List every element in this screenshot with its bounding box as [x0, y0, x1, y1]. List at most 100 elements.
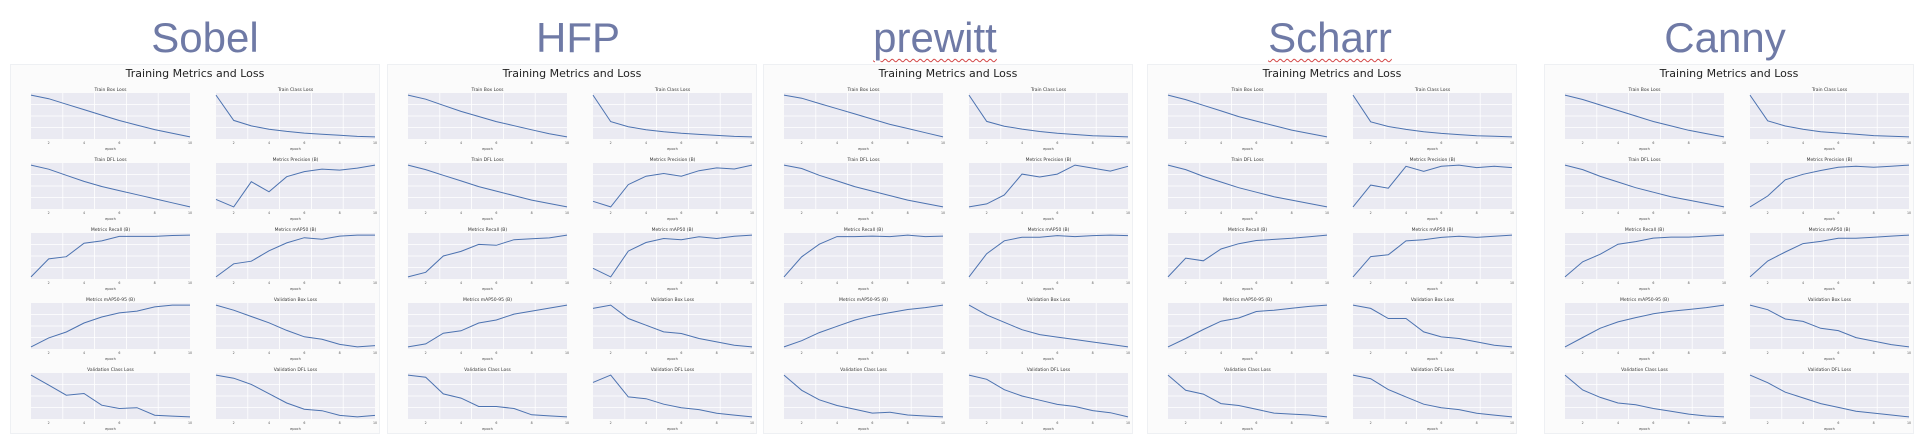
x-tick-label: 2 [1185, 141, 1187, 145]
x-tick-label: 8 [531, 211, 533, 215]
x-tick-label: 6 [1837, 421, 1839, 425]
x-tick-label: 8 [1688, 421, 1690, 425]
x-tick-label: 4 [1405, 141, 1407, 145]
x-tick-label: 4 [1802, 281, 1804, 285]
x-tick-label: 2 [801, 281, 803, 285]
subplot-4: Metrics Recall (B) epoch 2 4 6 8 10 [30, 227, 192, 291]
subplot-title: Train DFL Loss [470, 157, 504, 163]
x-tick-label: 10 [1722, 421, 1726, 425]
x-tick-label: 6 [1652, 211, 1654, 215]
x-tick-label: 6 [1255, 281, 1257, 285]
subplot-5: Metrics mAP50 (B) epoch 2 4 6 8 10 [968, 227, 1130, 291]
series-line [407, 234, 568, 278]
subplot-title: Validation DFL Loss [1808, 367, 1852, 373]
x-tick-label: 4 [1617, 351, 1619, 355]
x-tick-label: 8 [1291, 141, 1293, 145]
x-tick-label: 4 [1617, 141, 1619, 145]
x-tick-label: 4 [1617, 421, 1619, 425]
group-title-2: prewitt [785, 12, 1085, 64]
x-axis-label: epoch [1639, 357, 1650, 361]
group-title-text: HFP [536, 14, 620, 61]
subplot-9: Validation DFL Loss epoch 2 4 6 8 10 [592, 367, 754, 431]
x-axis-label: epoch [858, 287, 869, 291]
series-line [968, 304, 1129, 348]
x-tick-label: 2 [48, 281, 50, 285]
x-tick-label: 2 [1767, 211, 1769, 215]
x-tick-label: 8 [907, 351, 909, 355]
x-axis-label: epoch [1427, 357, 1438, 361]
subplot-6: Metrics mAP50-95 (B) epoch 2 4 6 8 10 [1564, 297, 1726, 361]
x-tick-label: 8 [1873, 211, 1875, 215]
subplot-title: Metrics Precision (B) [273, 157, 319, 163]
x-tick-label: 2 [1767, 281, 1769, 285]
x-tick-label: 10 [188, 351, 192, 355]
series-line [30, 94, 191, 138]
x-axis-label: epoch [290, 427, 301, 431]
group-title-text: Canny [1664, 14, 1786, 61]
series-line [783, 94, 944, 138]
x-tick-label: 8 [1873, 351, 1875, 355]
x-axis-label: epoch [1242, 357, 1253, 361]
subplot-8: Validation Class Loss epoch 2 4 6 8 10 [1167, 367, 1329, 431]
x-tick-label: 4 [460, 141, 462, 145]
x-tick-label: 10 [1325, 281, 1329, 285]
series-line [1352, 304, 1513, 348]
subplot-2: Train DFL Loss epoch 2 4 6 8 10 [30, 157, 192, 221]
subplot-8: Validation Class Loss epoch 2 4 6 8 10 [1564, 367, 1726, 431]
x-axis-label: epoch [482, 287, 493, 291]
subplot-title: Metrics Precision (B) [1026, 157, 1072, 163]
x-tick-label: 6 [1056, 141, 1058, 145]
x-tick-label: 10 [1126, 351, 1130, 355]
x-tick-label: 10 [1126, 281, 1130, 285]
subplot-3: Metrics Precision (B) epoch 2 4 6 8 10 [1352, 157, 1514, 221]
subplot-3: Metrics Precision (B) epoch 2 4 6 8 10 [968, 157, 1130, 221]
series-line [215, 164, 376, 208]
x-tick-label: 2 [986, 141, 988, 145]
x-tick-label: 4 [645, 421, 647, 425]
series-line [215, 94, 376, 138]
x-tick-label: 2 [610, 141, 612, 145]
subplot-3: Metrics Precision (B) epoch 2 4 6 8 10 [592, 157, 754, 221]
subplot-title: Validation Box Loss [1808, 297, 1852, 303]
x-tick-label: 4 [1021, 351, 1023, 355]
subplot-1: Train Class Loss epoch 2 4 6 8 10 [1352, 87, 1514, 151]
x-tick-label: 6 [680, 421, 682, 425]
x-tick-label: 2 [425, 421, 427, 425]
x-tick-label: 6 [495, 211, 497, 215]
x-tick-label: 8 [154, 351, 156, 355]
x-axis-label: epoch [1242, 217, 1253, 221]
x-tick-label: 2 [48, 141, 50, 145]
x-axis-label: epoch [105, 147, 116, 151]
x-tick-label: 4 [1021, 421, 1023, 425]
x-tick-label: 6 [1440, 281, 1442, 285]
x-tick-label: 10 [1510, 281, 1514, 285]
x-tick-label: 6 [871, 141, 873, 145]
x-tick-label: 2 [986, 421, 988, 425]
subplot-0: Train Box Loss epoch 2 4 6 8 10 [1564, 87, 1726, 151]
x-tick-label: 2 [233, 281, 235, 285]
subplot-title: Train DFL Loss [93, 157, 127, 163]
x-tick-label: 10 [1510, 351, 1514, 355]
subplot-title: Metrics Recall (B) [1625, 227, 1664, 233]
x-tick-label: 10 [1126, 141, 1130, 145]
series-line [1749, 374, 1910, 418]
x-tick-label: 2 [1185, 211, 1187, 215]
x-tick-label: 8 [1291, 211, 1293, 215]
series-line [407, 304, 568, 348]
x-tick-label: 10 [1722, 351, 1726, 355]
subplot-title: Train Class Loss [654, 87, 691, 93]
x-tick-label: 2 [1185, 351, 1187, 355]
series-line [592, 94, 753, 138]
x-tick-label: 4 [836, 211, 838, 215]
x-tick-label: 2 [48, 211, 50, 215]
subplot-4: Metrics Recall (B) epoch 2 4 6 8 10 [407, 227, 569, 291]
x-tick-label: 4 [1617, 281, 1619, 285]
subplot-title: Train Box Loss [1628, 87, 1662, 93]
series-line [1564, 94, 1725, 138]
x-tick-label: 10 [941, 211, 945, 215]
x-tick-label: 8 [1476, 351, 1478, 355]
x-tick-label: 2 [801, 211, 803, 215]
subplot-0: Train Box Loss epoch 2 4 6 8 10 [783, 87, 945, 151]
subplot-title: Metrics mAP50 (B) [1028, 227, 1070, 233]
x-tick-label: 2 [425, 281, 427, 285]
